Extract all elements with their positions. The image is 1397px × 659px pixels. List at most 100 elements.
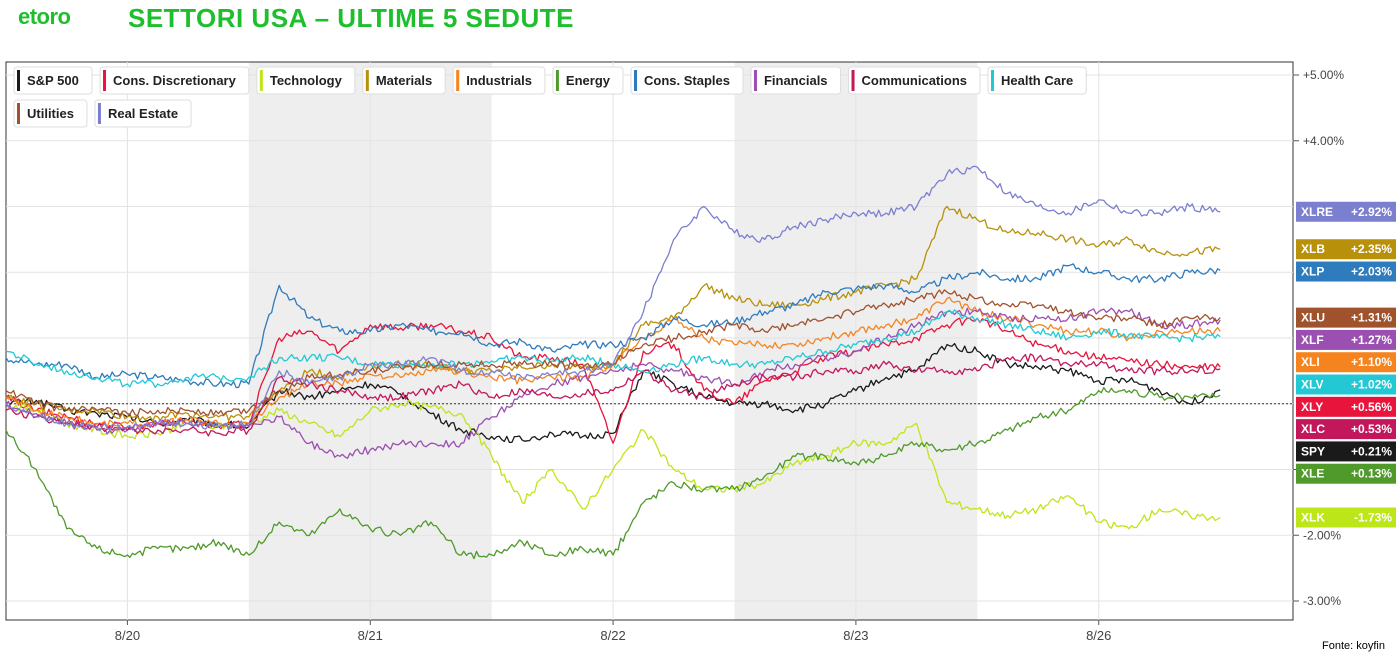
legend-chip	[987, 66, 1087, 95]
legend-label: Financials	[764, 73, 828, 88]
series-line-xlre	[5, 165, 1221, 432]
end-label-value: +0.21%	[1351, 444, 1392, 458]
end-label-ticker: XLP	[1301, 265, 1324, 279]
legend-chip	[99, 66, 250, 95]
legend-label: Utilities	[27, 106, 74, 121]
legend-color-bar	[990, 70, 994, 91]
end-label-xlc: XLC +0.53%	[1296, 419, 1396, 440]
legend-chip	[94, 99, 192, 128]
end-label-value: +1.10%	[1351, 355, 1392, 369]
end-label-box	[1296, 201, 1396, 222]
end-label-box	[1296, 239, 1396, 260]
legend-color-bar	[17, 103, 20, 124]
end-label-ticker: XLU	[1301, 311, 1325, 325]
series-line-xle	[5, 386, 1221, 560]
series-line-xlp	[5, 263, 1221, 389]
legend-item-xlf[interactable]: Financials	[750, 66, 842, 95]
end-label-box	[1296, 441, 1396, 462]
legend-item-xlv[interactable]: Health Care	[987, 66, 1087, 95]
end-label-value: +1.02%	[1351, 378, 1392, 392]
end-label-value: +1.31%	[1351, 311, 1392, 325]
x-tick-label: 8/22	[600, 628, 625, 643]
series-line-xlf	[5, 307, 1221, 459]
legend-color-bar	[753, 70, 757, 91]
end-label-box	[1296, 261, 1396, 282]
legend-color-bar	[365, 70, 369, 91]
end-label-box	[1296, 307, 1396, 328]
x-tick-label: 8/23	[843, 628, 868, 643]
legend-label: Health Care	[1001, 73, 1073, 88]
end-label-xlv: XLV +1.02%	[1296, 374, 1396, 395]
legend-color-bar	[456, 70, 460, 91]
end-label-xly: XLY +0.56%	[1296, 396, 1396, 417]
end-label-box	[1296, 419, 1396, 440]
end-label-value: +0.53%	[1351, 422, 1392, 436]
end-label-ticker: XLB	[1301, 242, 1325, 256]
source-note: Fonte: koyfin	[1322, 640, 1385, 652]
legend-chip	[13, 66, 93, 95]
legend-label: S&P 500	[27, 73, 79, 88]
legend-item-xlre[interactable]: Real Estate	[94, 99, 192, 128]
legend-color-bar	[851, 70, 855, 91]
end-label-ticker: XLC	[1301, 422, 1325, 436]
end-label-spy: SPY +0.21%	[1296, 441, 1396, 462]
legend-chip	[452, 66, 546, 95]
legend-item-xlc[interactable]: Communications	[848, 66, 981, 95]
legend-label: Cons. Staples	[644, 73, 730, 88]
end-label-xli: XLI +1.10%	[1296, 352, 1396, 373]
end-label-xlk: XLK -1.73%	[1296, 507, 1396, 528]
x-tick-label: 8/20	[115, 628, 140, 643]
end-label-box	[1296, 374, 1396, 395]
etoro-logo: etoro	[18, 4, 71, 29]
series-line-xly	[5, 317, 1221, 444]
legend-chip	[630, 66, 744, 95]
legend-chip	[13, 99, 88, 128]
legend-color-bar	[555, 70, 559, 91]
legend-color-bar	[17, 70, 20, 91]
legend-color-bar	[259, 70, 263, 91]
legend-color-bar	[633, 70, 637, 91]
end-label-ticker: XLI	[1301, 355, 1320, 369]
y-tick-label: +4.00%	[1303, 134, 1344, 148]
end-label-box	[1296, 329, 1396, 350]
end-label-xlb: XLB +2.35%	[1296, 239, 1396, 260]
legend-item-spy[interactable]: S&P 500	[13, 66, 93, 95]
legend-item-xly[interactable]: Cons. Discretionary	[99, 66, 250, 95]
end-label-value: +2.35%	[1351, 242, 1392, 256]
legend-label: Communications	[862, 73, 967, 88]
legend-chip	[552, 66, 624, 95]
end-label-value: +0.56%	[1351, 400, 1392, 414]
y-tick-label: +5.00%	[1303, 68, 1344, 82]
legend-color-bar	[97, 103, 101, 124]
legend-chip	[750, 66, 842, 95]
legend-chip	[256, 66, 356, 95]
legend-label: Technology	[270, 73, 343, 88]
y-tick-label: -2.00%	[1303, 528, 1341, 542]
legend-item-xlb[interactable]: Materials	[362, 66, 446, 95]
end-label-box	[1296, 507, 1396, 528]
end-label-xlre: XLRE +2.92%	[1296, 201, 1396, 222]
series-line-spy	[5, 342, 1221, 444]
legend-item-xlu[interactable]: Utilities	[13, 99, 88, 128]
end-label-xlu: XLU +1.31%	[1296, 307, 1396, 328]
legend-item-xlk[interactable]: Technology	[256, 66, 356, 95]
legend-item-xli[interactable]: Industrials	[452, 66, 546, 95]
end-label-ticker: XLE	[1301, 467, 1324, 481]
legend-item-xle[interactable]: Energy	[552, 66, 624, 95]
end-label-value: -1.73%	[1354, 510, 1392, 524]
end-label-box	[1296, 352, 1396, 373]
end-label-ticker: XLY	[1301, 400, 1323, 414]
legend-color-bar	[103, 70, 107, 91]
end-label-value: +0.13%	[1351, 467, 1392, 481]
end-label-xle: XLE +0.13%	[1296, 463, 1396, 484]
end-label-ticker: SPY	[1301, 444, 1325, 458]
end-label-value: +1.27%	[1351, 333, 1392, 347]
end-label-value: +2.92%	[1351, 205, 1392, 219]
end-label-box	[1296, 396, 1396, 417]
legend-label: Energy	[566, 73, 611, 88]
plot-frame	[5, 61, 1294, 621]
y-tick-label: -3.00%	[1303, 594, 1341, 608]
end-label-box	[1296, 463, 1396, 484]
legend-item-xlp[interactable]: Cons. Staples	[630, 66, 744, 95]
